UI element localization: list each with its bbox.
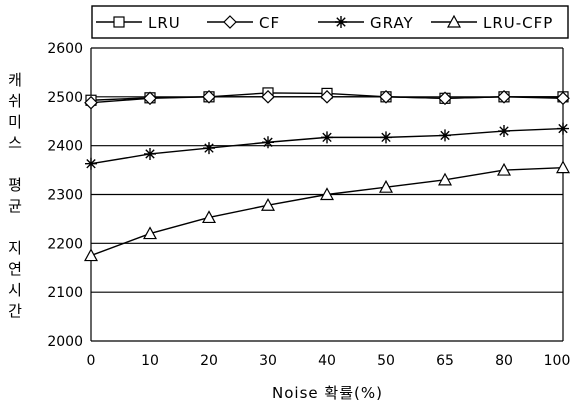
x-tick-label-40: 40 (318, 353, 336, 369)
y-tick-label-2200: 2200 (47, 236, 83, 252)
y-axis-label-char: 스 (8, 134, 22, 152)
data-point-lru-cfp-30 (260, 197, 276, 211)
x-tick-label-10: 10 (141, 353, 159, 369)
x-axis-label-wrap: Noise 확률(%) (0, 382, 575, 403)
x-tick-label-50: 50 (377, 353, 395, 369)
y-tick-label-2400: 2400 (47, 139, 83, 155)
x-tick-label-20: 20 (200, 353, 218, 369)
data-point-cf-40 (320, 89, 334, 104)
legend-label-gray: GRAY (370, 14, 414, 32)
x-tick-label-80: 80 (495, 353, 513, 369)
data-point-lru-cfp-20 (201, 210, 217, 224)
series-line-lru-cfp (90, 166, 564, 257)
y-axis-label-char: 쉬 (8, 92, 22, 110)
y-axis-label-char: 간 (8, 302, 22, 320)
data-point-cf-80 (497, 89, 511, 104)
data-point-gray-10 (144, 147, 156, 160)
legend-marker-gray (335, 16, 347, 28)
legend-marker-lru (113, 16, 125, 28)
x-tick-label-0: 0 (87, 353, 96, 369)
data-point-gray-65 (439, 129, 451, 142)
y-tick-label-2100: 2100 (47, 285, 83, 301)
data-point-gray-40 (321, 131, 333, 144)
y-axis-label-char: 캐 (8, 71, 22, 89)
y-axis-label-char: 시 (8, 281, 22, 299)
legend-label-lru: LRU (148, 14, 181, 32)
y-axis-label-char: 연 (8, 260, 22, 278)
y-axis-label-char (4, 154, 26, 175)
data-point-cf-50 (379, 89, 393, 104)
data-point-gray-100 (557, 122, 569, 135)
x-axis-label: Noise 확률(%) (272, 384, 383, 402)
data-point-gray-80 (498, 125, 510, 138)
data-point-cf-0 (84, 95, 98, 110)
legend-marker-lru-cfp (446, 14, 462, 28)
data-point-cf-100 (556, 91, 570, 106)
legend-label-lru-cfp: LRU-CFP (483, 14, 553, 32)
data-point-cf-65 (438, 91, 452, 106)
data-point-lru-cfp-0 (83, 248, 99, 262)
legend-marker-cf (223, 15, 237, 29)
data-point-lru-cfp-65 (437, 172, 453, 186)
y-axis-label-char: 지 (8, 239, 22, 257)
x-tick-label-100: 100 (544, 353, 571, 369)
y-tick-label-2600: 2600 (47, 41, 83, 57)
data-point-lru-cfp-40 (319, 187, 335, 201)
y-axis-label-char: 평 (8, 176, 22, 194)
x-tick-labels: 0 10 20 30 40 50 65 80 100 (87, 353, 571, 369)
data-point-cf-30 (261, 89, 275, 104)
data-point-gray-20 (203, 142, 215, 155)
y-tick-label-2300: 2300 (47, 188, 83, 204)
y-tick-label-2000: 2000 (47, 334, 83, 350)
y-axis-label-char: 균 (8, 197, 22, 215)
data-point-gray-50 (380, 131, 392, 144)
y-axis-label-char (4, 217, 26, 238)
y-tick-label-2500: 2500 (47, 90, 83, 106)
data-point-cf-10 (143, 91, 157, 106)
data-point-lru-cfp-100 (555, 160, 571, 174)
data-point-cf-20 (202, 89, 216, 104)
legend-label-cf: CF (259, 14, 280, 32)
data-point-lru-cfp-10 (142, 226, 158, 240)
data-point-lru-cfp-80 (496, 162, 512, 176)
series-group (83, 87, 571, 262)
x-tick-label-30: 30 (259, 353, 277, 369)
data-point-lru-cfp-50 (378, 179, 394, 193)
data-point-gray-0 (85, 157, 97, 170)
x-tick-label-65: 65 (436, 353, 454, 369)
legend: LRU CF GRAY LRU-CFP (91, 5, 569, 39)
data-point-gray-30 (262, 136, 274, 149)
y-axis-label-char: 미 (8, 113, 22, 131)
y-tick-labels: 2000 2100 2200 2300 2400 2500 2600 (47, 41, 83, 350)
